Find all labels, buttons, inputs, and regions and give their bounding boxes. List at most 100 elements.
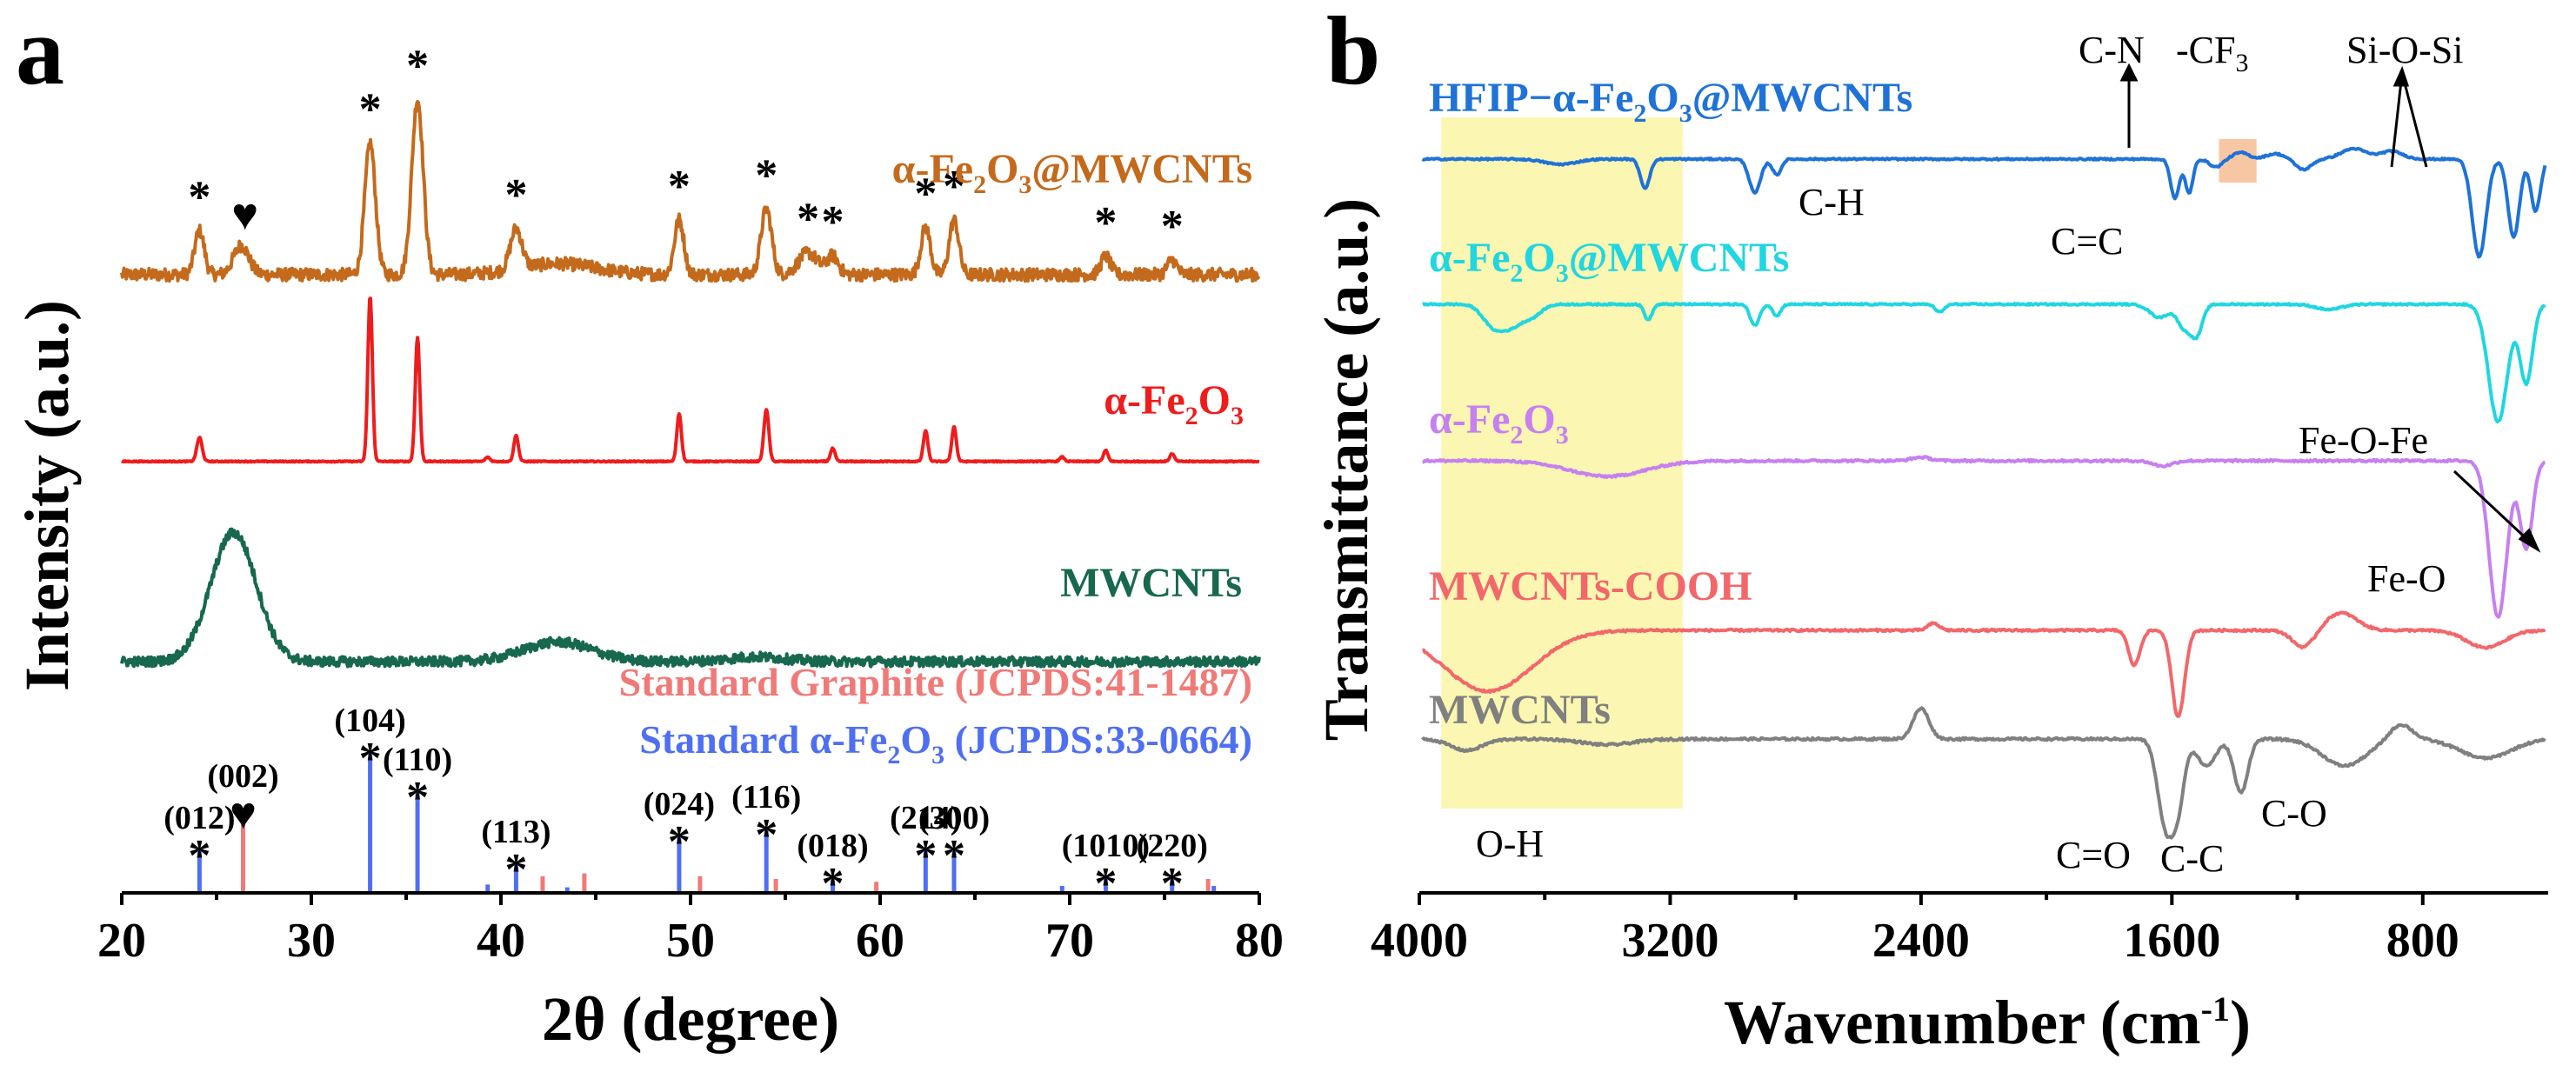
b-trace-2 [1422,302,2546,423]
a-x-ticks: 20 30 40 50 60 70 80 [97,893,1284,968]
sample-marker-3: * [406,41,429,90]
panel-b-ftir: b HFIP−α-Fe2O3@MWCNTs α-Fe2O3@MWCNTs α-F… [1311,0,2548,1057]
sample-marker-10: * [943,162,965,211]
annot-fe-o: Fe-O [2367,557,2446,600]
annot-ch: C-H [1799,181,1865,223]
a-label-fe2o3-std: Standard α-Fe2O3 (JCPDS:33-0664) [639,717,1252,769]
b-tick-label-2: 2400 [1872,914,1970,968]
a-tick-label-1: 30 [287,914,336,968]
a-label-graphite-std: Standard Graphite (JCPDS:41-1487) [619,660,1252,704]
arrow-feofe [2453,469,2536,548]
a-tick-label-6: 80 [1235,914,1284,968]
std-marker-2: * [359,734,382,783]
hkl-label-4: (113) [481,814,551,850]
b-tick-label-1: 3200 [1621,914,1718,968]
std-marker-7: * [822,859,844,909]
std-marker-8: * [914,831,937,881]
annot-cc-double: C=C [2051,220,2124,263]
hkl-label-7: (018) [797,828,868,864]
hkl-label-11: (220) [1137,828,1208,864]
a-tick-label-4: 60 [856,914,904,968]
a-sample-markers: * ♥*** * ** ** ** * [188,41,1183,251]
sample-marker-1: ♥ [231,190,258,240]
a-trace-3 [120,527,1261,669]
b-trace-3 [1422,455,2546,619]
a-standard-lines [197,754,1217,893]
b-x-ticks: 4000 3200 2400 1600 800 [1371,893,2459,968]
sample-marker-5: * [668,162,691,211]
hkl-label-8: (214) [890,800,961,836]
a-trace-1 [120,100,1261,283]
annot-c-o: C-O [2261,792,2327,835]
b-x-axis-title: Wavenumber (cm-1) [1724,988,2251,1057]
annot-si-o-si: Si-O-Si [2346,29,2463,71]
std-marker-4: * [504,845,527,895]
annot-cn: C-N [2079,29,2145,71]
panel-a-letter: a [16,0,64,105]
sample-marker-2: * [359,85,382,135]
a-label-fe2o3-mwcnts: α-Fe2O3@MWCNTs [892,146,1252,199]
hkl-label-0: (012) [164,800,235,836]
a-tick-label-0: 20 [97,914,146,968]
arrow-feofe-head [2518,528,2541,553]
annot-oh: O-H [1476,822,1544,865]
std-marker-9: * [943,831,965,881]
a-standard-markers: *(012)♥(002) *(104)*(110)*(113) *(024)*(11… [164,702,1208,909]
std-marker-10: * [1094,859,1117,909]
b-tick-label-4: 800 [2386,914,2459,968]
std-marker-6: * [755,810,777,860]
b-tick-label-3: 1600 [2123,914,2220,968]
a-tick-label-3: 50 [666,914,715,968]
arrow-cn-head [2119,63,2139,82]
hkl-label-3: (110) [383,742,452,778]
annot-c-c: C-C [2160,837,2224,880]
b-label-mwcnts: MWCNTs [1429,687,1611,733]
panel-a-xrd: a * ♥*** * ** ** ** * *(012)♥(002) *(104)*(110)… [12,0,1284,1054]
b-label-fe2o3: α-Fe2O3 [1429,396,1569,449]
b-label-hfip: HFIP−α-Fe2O3@MWCNTs [1429,75,1912,128]
a-label-mwcnts: MWCNTs [1060,560,1242,606]
sample-marker-7: * [797,195,819,244]
std-marker-3: * [406,773,429,822]
a-traces [120,100,1261,669]
annotation-arrows [2119,63,2541,553]
hkl-label-5: (024) [644,786,715,822]
sample-marker-11: * [1094,198,1117,248]
hkl-label-9: (300) [918,800,990,836]
a-tick-label-5: 70 [1045,914,1094,968]
arrow-siosi-2 [2400,72,2428,168]
sample-marker-4: * [504,170,527,220]
sample-marker-8: * [822,197,844,247]
sample-marker-9: * [914,169,937,218]
a-trace-2 [120,296,1261,464]
std-marker-1: ♥ [230,789,257,839]
b-trace-5 [1421,706,2546,840]
b-y-axis-title: Transmittance (a.u.) [1311,198,1381,742]
a-x-axis-title: 2θ (degree) [542,984,839,1054]
arrow-siosi-1 [2390,72,2404,168]
annot-co-double: C=O [2056,834,2131,876]
panel-b-letter: b [1326,0,1380,105]
sample-marker-6: * [755,150,777,200]
b-trace-1 [1421,146,2547,259]
b-trace-4 [1422,610,2546,718]
std-marker-0: * [188,831,210,881]
annot-fe-o-fe: Fe-O-Fe [2299,419,2428,462]
sample-marker-0: * [188,172,210,222]
a-tick-label-2: 40 [477,914,525,968]
oh-highlight-band [1441,117,1683,809]
hkl-label-10: (1010) [1062,828,1150,864]
std-marker-5: * [668,817,691,867]
a-label-fe2o3: α-Fe2O3 [1104,377,1244,430]
b-tick-label-0: 4000 [1371,914,1468,968]
b-label-mwcnts-cooh: MWCNTs-COOH [1429,563,1752,609]
hkl-label-6: (116) [731,779,801,816]
arrow-siosi-head [2392,65,2410,87]
a-y-axis-title: Intensity (a.u.) [12,300,82,691]
b-label-fe2o3-mwcnts: α-Fe2O3@MWCNTs [1429,235,1789,288]
annot-cf3: -CF3 [2176,29,2248,77]
std-marker-11: * [1161,859,1184,909]
hkl-label-2: (104) [334,702,405,739]
b-traces [1421,146,2547,840]
